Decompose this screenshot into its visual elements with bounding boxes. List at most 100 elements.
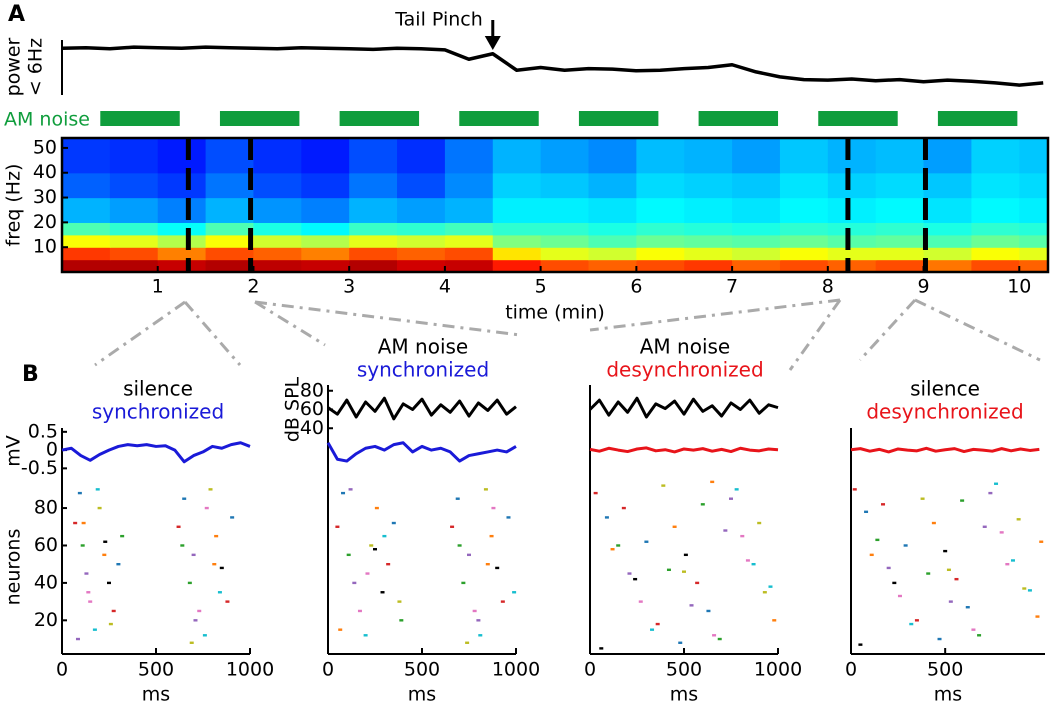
y-tick-label: 40 (300, 417, 324, 439)
spectrogram-cell (588, 138, 637, 174)
annotation-arrowhead (484, 36, 501, 50)
spike (382, 534, 387, 538)
spectrogram-cell (62, 138, 111, 174)
spike (644, 540, 649, 543)
x-tick-label: 4 (439, 276, 451, 298)
spike (182, 497, 187, 500)
spl-trace (327, 396, 517, 421)
spike (116, 562, 121, 566)
noise-bar (219, 111, 300, 126)
spike (937, 637, 942, 641)
spectrogram-cell (205, 197, 255, 223)
spike (348, 488, 353, 491)
x-axis-label: time (min) (505, 302, 605, 324)
spike (489, 534, 494, 538)
spectrogram-cell (397, 172, 446, 199)
x-tick-label: 500 (138, 659, 174, 681)
spectrogram-cell (157, 138, 207, 174)
spectrogram-cell (301, 259, 350, 273)
spike (365, 572, 370, 575)
noise-bar (100, 111, 180, 126)
spectrogram-cell (253, 234, 302, 248)
y-axis-label: neurons (3, 529, 25, 606)
spectrogram-cell (779, 259, 829, 273)
x-tick-label: 7 (726, 276, 738, 298)
spike (909, 622, 914, 626)
y-tick-label: -0.5 (21, 457, 58, 479)
spike (369, 544, 374, 547)
spectrogram-cell (1019, 172, 1049, 199)
spike (772, 619, 777, 622)
spike (920, 497, 925, 500)
spike (212, 562, 217, 566)
spectrogram-cell (397, 138, 446, 174)
spectrogram-cell (253, 247, 302, 261)
panel-subtitle: desynchronized (866, 400, 1023, 424)
spectrogram-cell (205, 247, 255, 261)
spike (1035, 615, 1040, 618)
spike (391, 521, 396, 525)
connector (788, 299, 842, 371)
spectrogram-cell (732, 138, 781, 174)
spike (757, 521, 762, 525)
spike (926, 572, 931, 575)
interval-label: AM noise (4, 109, 90, 131)
spike (102, 553, 107, 557)
spectrogram-cell (923, 259, 973, 273)
spike (994, 482, 999, 485)
panel-title: AM noise (640, 335, 731, 359)
spike (373, 548, 377, 551)
spectrogram-cell (540, 247, 590, 261)
spike (965, 606, 970, 609)
spike (217, 591, 222, 594)
spectrogram-cell (109, 259, 159, 273)
spike (374, 506, 379, 510)
spectrogram-cell (827, 247, 877, 261)
annotation: Tail Pinch (394, 9, 483, 31)
spike (461, 581, 466, 585)
spike (672, 525, 677, 528)
noise-bar (698, 111, 779, 126)
spectrogram-cell (923, 234, 973, 248)
spectrogram-cell (349, 234, 398, 248)
spectrogram-cell (109, 222, 159, 236)
spectrogram-cell (779, 138, 829, 174)
spike (706, 609, 711, 613)
spike (768, 585, 773, 588)
spectrogram-cell (779, 197, 829, 223)
spike (948, 600, 953, 603)
y-tick-label: 30 (33, 186, 57, 208)
spike (81, 521, 86, 525)
x-tick-label: 1000 (754, 659, 802, 681)
spike (193, 619, 198, 622)
spectrogram-cell (205, 172, 255, 199)
spike (745, 559, 750, 562)
spike (495, 566, 500, 570)
spike (491, 506, 496, 510)
x-tick-label: 3 (343, 276, 355, 298)
spectrogram-cell (109, 234, 159, 248)
x-tick-label: 500 (666, 659, 702, 681)
spectrogram-cell (923, 222, 973, 236)
spike (176, 525, 181, 528)
spike (971, 628, 976, 631)
spectrogram-cell (1019, 197, 1049, 223)
spectrogram-cell (253, 259, 302, 273)
spectrogram-cell (253, 197, 302, 223)
spectrogram-cell (827, 197, 877, 223)
spectrogram-cell (157, 222, 207, 236)
spike (683, 553, 688, 557)
spectrogram-cell (684, 172, 733, 199)
spike (338, 628, 343, 631)
panel-label: B (22, 362, 39, 387)
connector (94, 300, 186, 367)
spectrogram-cell (684, 138, 733, 174)
spike (457, 544, 462, 547)
spike (208, 488, 213, 491)
spike (610, 548, 615, 551)
spectrogram-cell (971, 222, 1020, 236)
spike (450, 525, 455, 528)
y-tick-label: 40 (34, 571, 58, 593)
spectrogram-cell (923, 247, 973, 261)
